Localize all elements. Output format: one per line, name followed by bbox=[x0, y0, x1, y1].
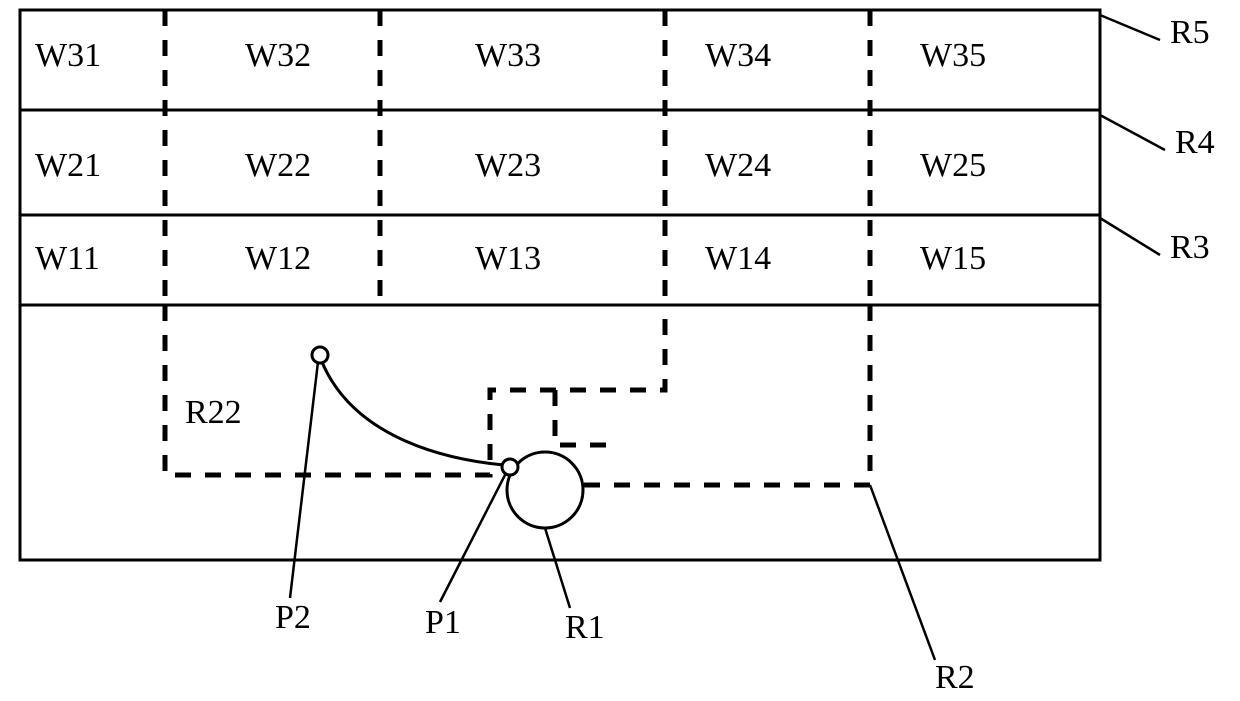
dashed-region-r2 bbox=[575, 305, 870, 485]
label-r3: R3 bbox=[1170, 229, 1210, 266]
label-r5: R5 bbox=[1170, 14, 1210, 51]
leader-r5 bbox=[1100, 15, 1160, 40]
cell-w32: W32 bbox=[245, 37, 311, 74]
cell-w21: W21 bbox=[35, 147, 101, 184]
label-r1: R1 bbox=[565, 609, 605, 646]
leader-p1 bbox=[440, 473, 506, 602]
label-r2: R2 bbox=[935, 659, 975, 696]
circle-p2 bbox=[312, 347, 328, 363]
cell-w23: W23 bbox=[475, 147, 541, 184]
leader-r4 bbox=[1100, 115, 1165, 150]
circle-p1 bbox=[502, 459, 518, 475]
dashed-region-r22 bbox=[165, 305, 665, 475]
cell-w12: W12 bbox=[245, 240, 311, 277]
cell-w35: W35 bbox=[920, 37, 986, 74]
cell-w24: W24 bbox=[705, 147, 771, 184]
label-r22: R22 bbox=[185, 394, 242, 431]
leader-r1 bbox=[545, 528, 570, 608]
cell-w13: W13 bbox=[475, 240, 541, 277]
cell-w25: W25 bbox=[920, 147, 986, 184]
leader-r2 bbox=[870, 485, 935, 660]
cell-w11: W11 bbox=[35, 240, 100, 277]
cell-w15: W15 bbox=[920, 240, 986, 277]
leader-r3 bbox=[1100, 218, 1160, 255]
diagram-canvas: W31 W32 W33 W34 W35 W21 W22 W23 W24 W25 … bbox=[0, 0, 1240, 701]
cell-w33: W33 bbox=[475, 37, 541, 74]
label-p1: P1 bbox=[425, 604, 461, 641]
cell-w31: W31 bbox=[35, 37, 101, 74]
curve-p2-to-p1 bbox=[322, 362, 504, 465]
leader-p2 bbox=[290, 362, 318, 598]
cell-w14: W14 bbox=[705, 240, 771, 277]
label-p2: P2 bbox=[275, 599, 311, 636]
cell-w34: W34 bbox=[705, 37, 771, 74]
label-r4: R4 bbox=[1175, 124, 1215, 161]
dashed-step-near-r1 bbox=[555, 390, 620, 445]
cell-w22: W22 bbox=[245, 147, 311, 184]
